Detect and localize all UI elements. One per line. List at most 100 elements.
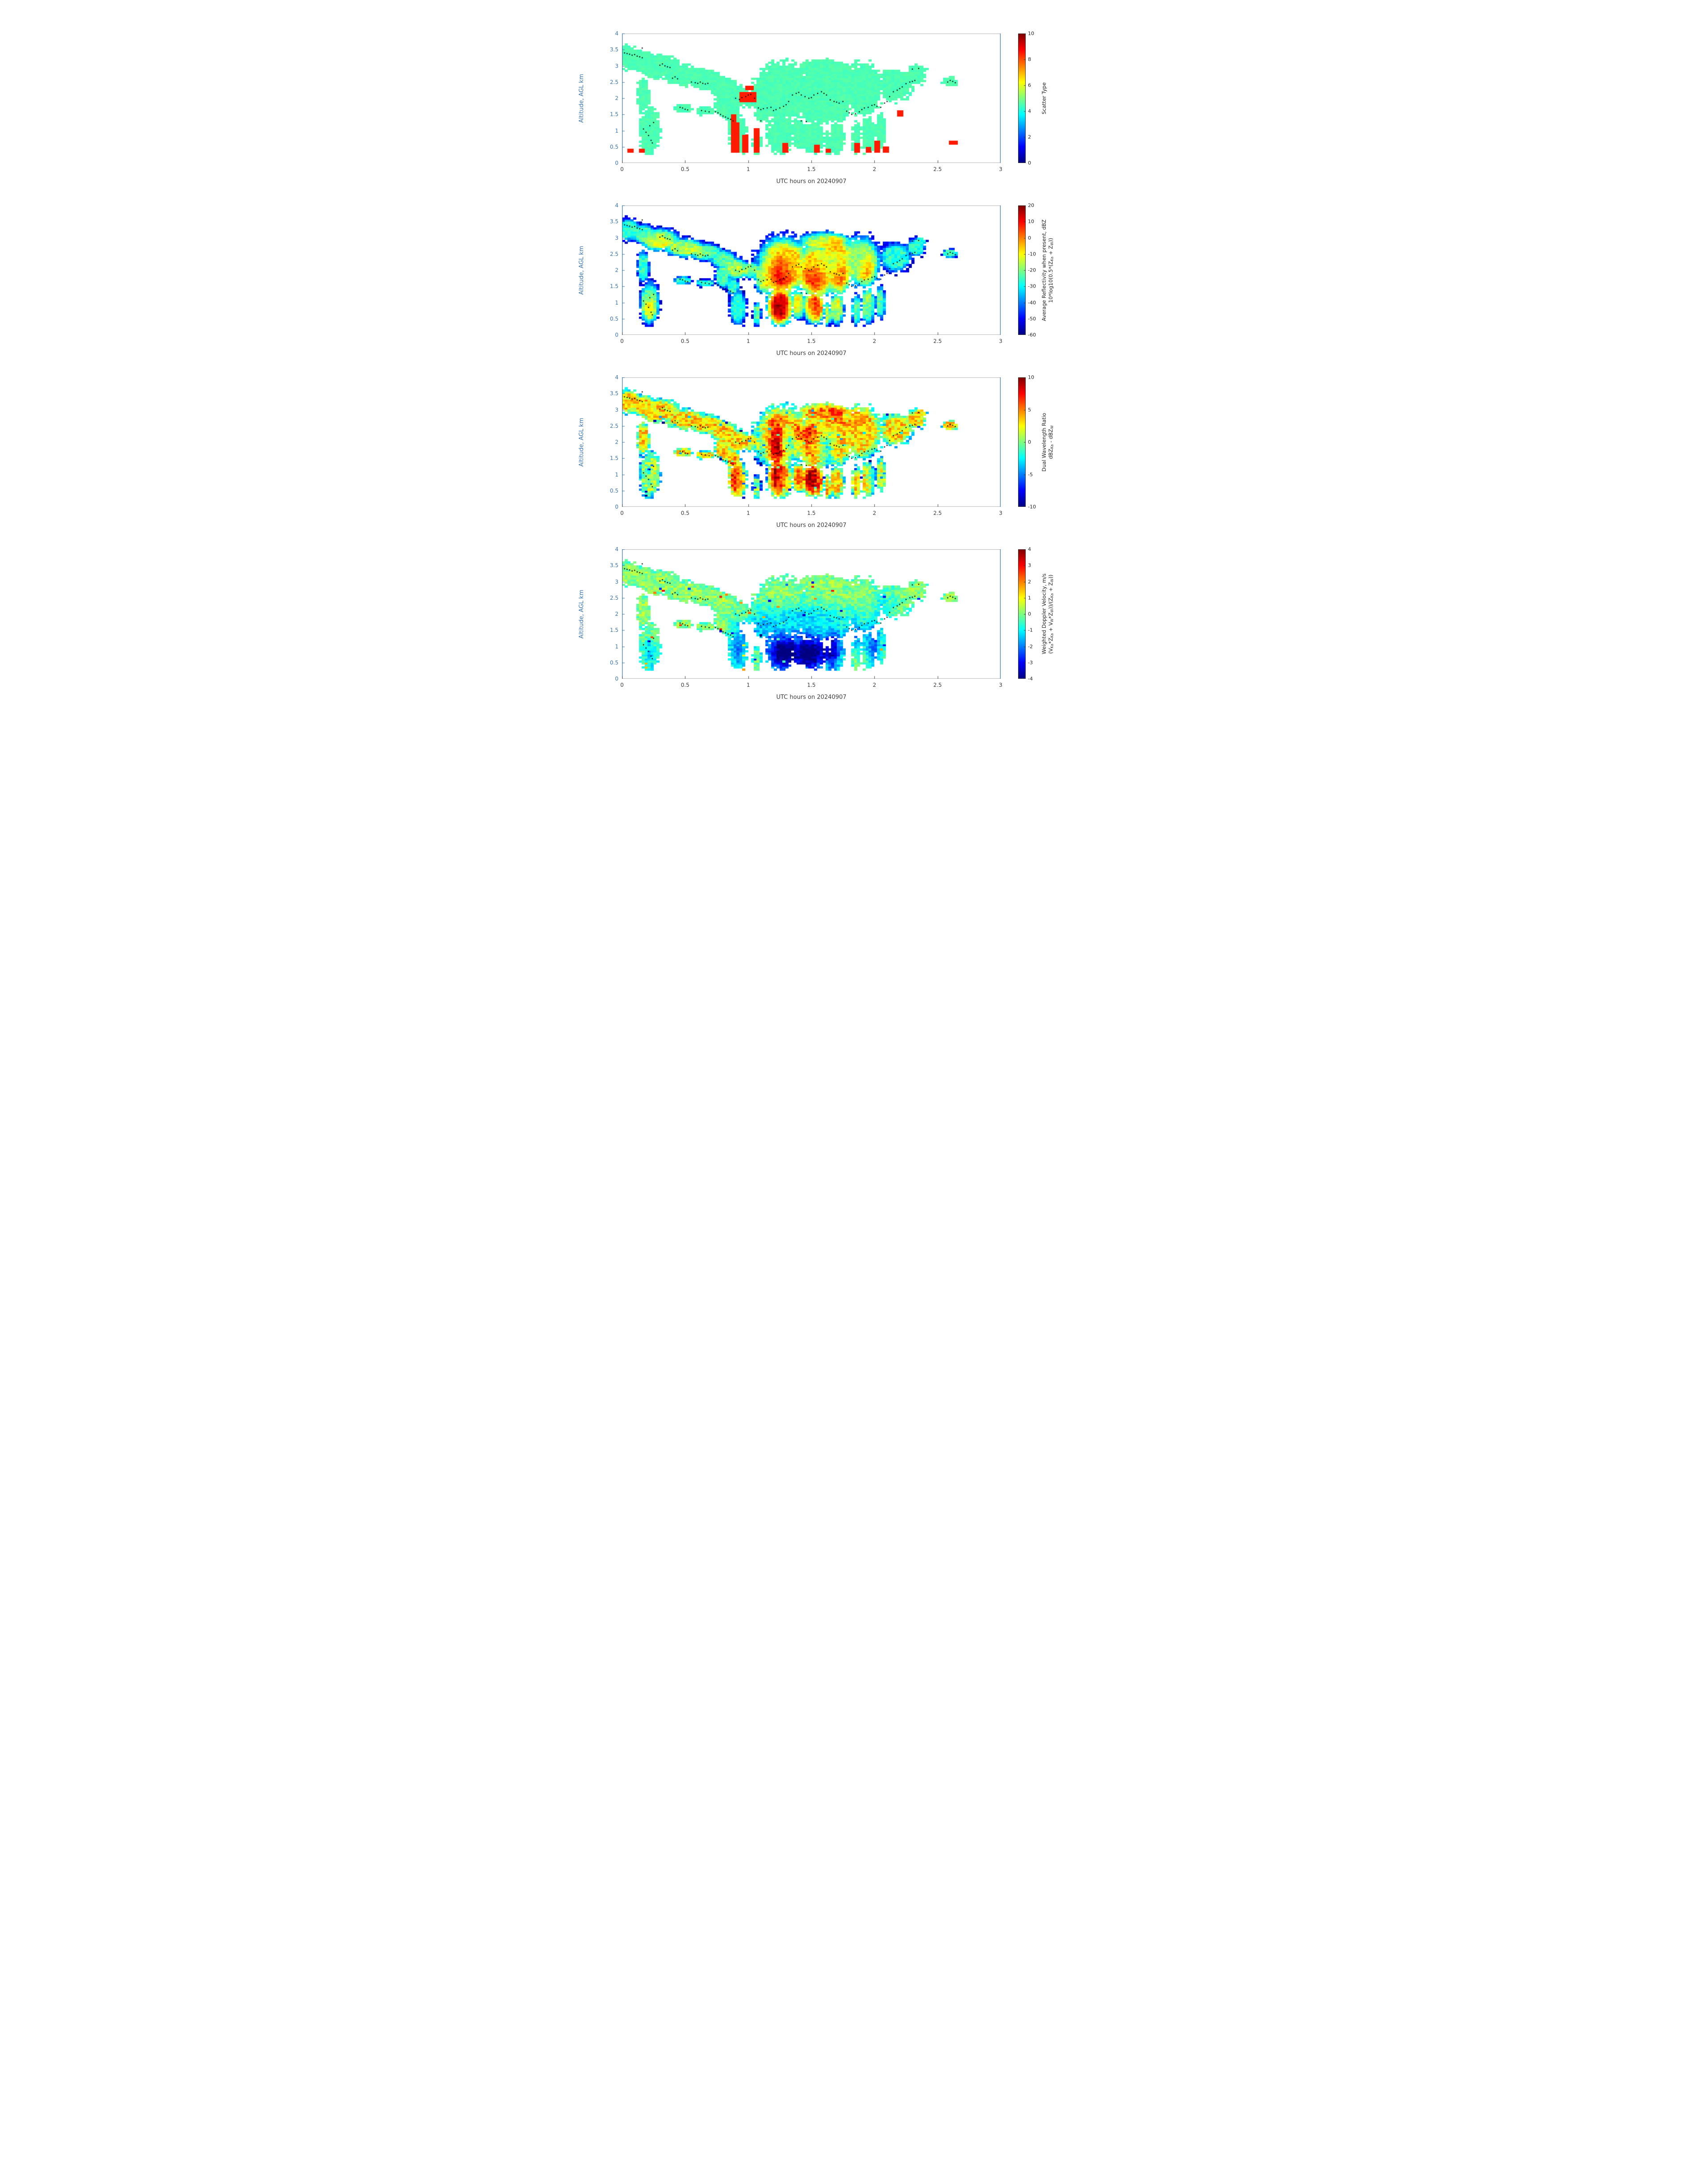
- y-tick-label: 0.5: [610, 143, 618, 150]
- y-tick-label: 3: [615, 578, 618, 585]
- colorbar-tick-label: 20: [1028, 202, 1034, 209]
- y-tick-label: 2: [615, 439, 618, 445]
- y-tick-label: 3: [615, 234, 618, 241]
- y-tick-label: 1.5: [610, 111, 618, 118]
- x-tick-label: 1: [746, 338, 750, 344]
- colorbar-label-line: Weighted Doppler Velocity, m/s: [1041, 573, 1047, 655]
- colorbar-tick-label: 2: [1028, 579, 1031, 585]
- colorbar-tick-label: -5: [1028, 472, 1033, 477]
- colorbar-tick-label: -3: [1028, 660, 1033, 666]
- x-tick-label: 0: [620, 166, 624, 172]
- colorbar-tick-label: 2: [1028, 134, 1031, 140]
- x-tick-label: 1.5: [807, 510, 816, 516]
- y-tick-label: 3: [615, 406, 618, 413]
- y-tick-label: 3.5: [610, 562, 618, 569]
- y-tick-label: 1.5: [610, 283, 618, 290]
- colorbar-tick-label: 0: [1028, 160, 1031, 166]
- y-tick-label: 2.5: [610, 79, 618, 85]
- colorbar-tick-label: -50: [1028, 316, 1036, 322]
- colorbar-tick-label: -10: [1028, 504, 1036, 510]
- colorbar-tick-label: 4: [1028, 108, 1031, 114]
- colorbar-label-line: dBZKa - dBZW: [1048, 425, 1054, 459]
- colorbar-tick-label: 10: [1028, 30, 1034, 37]
- colorbar-label-line: Scatter Type: [1041, 82, 1047, 114]
- colorbar-tick-label: 3: [1028, 562, 1031, 568]
- x-tick-label: 2.5: [933, 510, 942, 516]
- x-tick-label: 0: [620, 338, 624, 344]
- colorbar-tick-label: -20: [1028, 267, 1036, 273]
- y-tick-label: 1: [615, 127, 618, 134]
- x-tick-label: 2: [873, 510, 877, 516]
- colorbar: [1018, 549, 1026, 679]
- colorbar-tick-label: 1: [1028, 595, 1031, 601]
- y-tick-label: 2: [615, 267, 618, 273]
- colorbar-tick-label: -4: [1028, 676, 1033, 682]
- x-tick-label: 0: [620, 510, 624, 516]
- y-axis-label: Altitude, AGL km: [578, 74, 585, 123]
- y-tick-label: 1.5: [610, 627, 618, 634]
- x-tick-label: 0.5: [681, 166, 689, 172]
- x-tick-label: 1: [746, 166, 750, 172]
- x-axis-label: UTC hours on 20240907: [776, 522, 847, 529]
- colorbar-tick-label: -2: [1028, 643, 1033, 649]
- y-tick-label: 3.5: [610, 218, 618, 225]
- y-tick-label: 3.5: [610, 390, 618, 397]
- x-tick-label: 2.5: [933, 682, 942, 688]
- colorbar-label: Scatter Type: [1041, 33, 1048, 163]
- x-axis-label: UTC hours on 20240907: [776, 178, 847, 185]
- colorbar-label: Dual Wavelength Ratio dBZKa - dBZW: [1041, 377, 1055, 507]
- x-tick-label: 1: [746, 682, 750, 688]
- colorbar-label-line: (VKa*ZKa + VW*ZW))/(ZKa + ZW)): [1048, 574, 1054, 654]
- colorbar-tick-label: -10: [1028, 251, 1036, 257]
- y-axis-label: Altitude, AGL km: [578, 246, 585, 295]
- y-tick-label: 2.5: [610, 594, 618, 601]
- colorbar-tick-label: 0: [1028, 235, 1031, 241]
- colorbar-label-line: 10*log10(0.5*(ZKa + ZW)): [1048, 238, 1054, 303]
- colorbar-label-line: Average Reflectivity when present, dBZ: [1041, 219, 1047, 321]
- colorbar-tick-label: -30: [1028, 283, 1036, 289]
- colorbar-tick-label: 10: [1028, 374, 1034, 380]
- panel-scatter-type: Altitude, AGL km UTC hours on 20240907 S…: [569, 25, 1139, 196]
- x-tick-label: 0: [620, 682, 624, 688]
- x-tick-label: 2: [873, 682, 877, 688]
- heatmap-plot: [622, 205, 1001, 335]
- colorbar: [1018, 33, 1026, 163]
- colorbar: [1018, 205, 1026, 335]
- y-tick-label: 0.5: [610, 659, 618, 666]
- x-tick-label: 0.5: [681, 682, 689, 688]
- y-tick-label: 0.5: [610, 315, 618, 322]
- panel-weighted-doppler-velocity: Altitude, AGL km UTC hours on 20240907 W…: [569, 540, 1139, 712]
- x-tick-label: 2: [873, 338, 877, 344]
- x-tick-label: 2.5: [933, 166, 942, 172]
- colorbar-tick-label: -60: [1028, 332, 1036, 338]
- heatmap-plot: [622, 33, 1001, 163]
- x-tick-label: 2: [873, 166, 877, 172]
- colorbar-tick-label: 4: [1028, 546, 1031, 552]
- colorbar: [1018, 377, 1026, 507]
- colorbar-label: Weighted Doppler Velocity, m/s (VKa*ZKa …: [1041, 549, 1055, 679]
- y-axis-label: Altitude, AGL km: [578, 589, 585, 639]
- y-tick-label: 4: [615, 30, 618, 37]
- x-tick-label: 3: [999, 166, 1002, 172]
- y-tick-label: 0: [615, 160, 618, 166]
- y-tick-label: 2: [615, 95, 618, 101]
- y-axis-label: Altitude, AGL km: [578, 418, 585, 467]
- colorbar-tick-label: 0: [1028, 611, 1031, 617]
- y-tick-label: 1.5: [610, 455, 618, 462]
- x-tick-label: 3: [999, 682, 1002, 688]
- colorbar-tick-label: 6: [1028, 82, 1031, 88]
- heatmap-plot: [622, 549, 1001, 679]
- y-tick-label: 2: [615, 611, 618, 617]
- y-tick-label: 0: [615, 676, 618, 682]
- y-tick-label: 0: [615, 332, 618, 338]
- panel-average-reflectivity: Altitude, AGL km UTC hours on 20240907 A…: [569, 196, 1139, 368]
- radar-time-height-figure: Altitude, AGL km UTC hours on 20240907 S…: [569, 0, 1139, 726]
- y-tick-label: 3: [615, 63, 618, 69]
- x-axis-label: UTC hours on 20240907: [776, 694, 847, 701]
- x-tick-label: 1: [746, 510, 750, 516]
- y-tick-label: 0: [615, 504, 618, 510]
- y-tick-label: 4: [615, 546, 618, 552]
- panel-dual-wavelength-ratio: Altitude, AGL km UTC hours on 20240907 D…: [569, 368, 1139, 540]
- y-tick-label: 1: [615, 471, 618, 478]
- x-axis-label: UTC hours on 20240907: [776, 350, 847, 357]
